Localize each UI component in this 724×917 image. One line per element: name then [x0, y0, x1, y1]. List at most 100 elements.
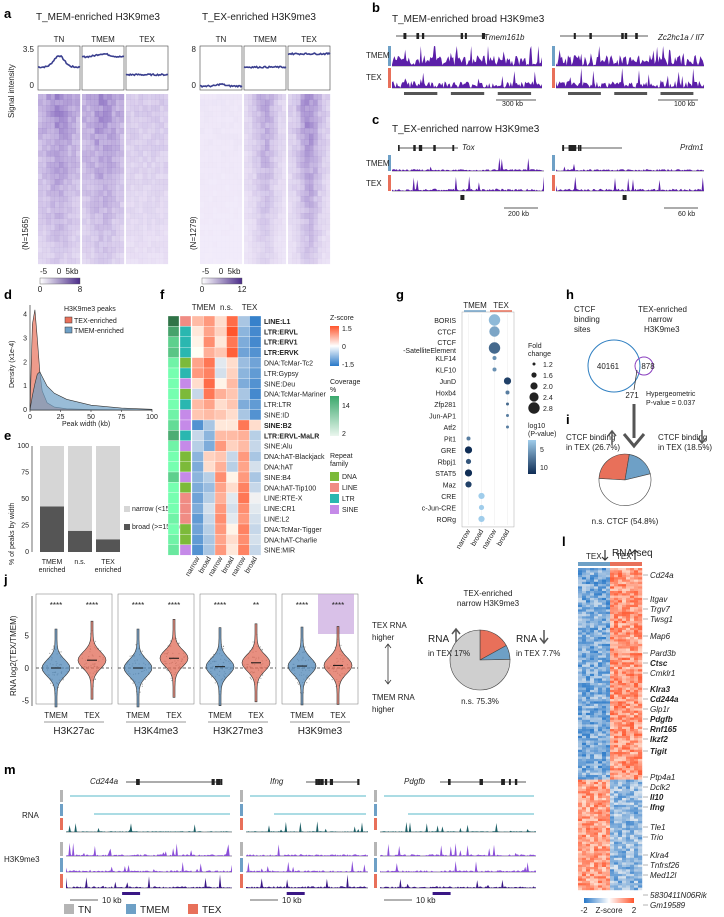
- panel-a-left-heatmap-cell: [119, 162, 125, 168]
- panel-a-right-heatmap-cell: [204, 224, 208, 230]
- panel-l-cell: [586, 717, 591, 720]
- panel-l-cell: [634, 639, 639, 642]
- panel-l-cell: [594, 572, 599, 576]
- panel-l-cell: [614, 758, 619, 762]
- panel-a-left-heatmap-cell: [50, 150, 55, 157]
- panel-a-left-heatmap-cell: [159, 241, 164, 248]
- panel-a-right-heatmap-cell: [225, 258, 229, 264]
- panel-a-left-heatmap-cell: [38, 156, 43, 163]
- panel-a-left-heatmap-cell: [94, 145, 99, 151]
- panel-l-cell: [618, 671, 623, 674]
- panel-l-cell: [638, 655, 643, 658]
- panel-a-right-heatmap-cell: [244, 207, 249, 214]
- panel-l-cell: [614, 719, 619, 723]
- panel-a-right-heatmap-cell: [221, 202, 225, 208]
- panel-l-cell: [594, 639, 599, 642]
- panel-a-right-heatmap-cell: [221, 241, 225, 247]
- panel-a-right-heatmap-cell: [225, 156, 230, 163]
- panel-a-left-heatmap-cell: [163, 173, 169, 180]
- panel-l-cell: [610, 747, 615, 750]
- panel-l-cell: [598, 770, 603, 773]
- panel-l-cell: [634, 841, 639, 845]
- panel-a-left-heatmap-cell: [103, 230, 108, 236]
- panel-l-cell: [582, 844, 587, 847]
- panel-a-left-heatmap-cell: [155, 218, 160, 225]
- panel-l-cell: [630, 648, 635, 651]
- panel-a-right-heatmap-cell: [265, 201, 270, 208]
- panel-a-right-heatmap-cell: [321, 252, 326, 259]
- panel-l-cell: [622, 740, 627, 743]
- panel-j-point: [171, 679, 173, 682]
- panel-i-up-b: in TEX (26.7%): [566, 443, 620, 452]
- panel-l-cell: [630, 574, 635, 578]
- panel-l-cell: [622, 724, 627, 727]
- panel-a-left-heatmap-cell: [107, 258, 112, 265]
- panel-l-cell: [586, 781, 591, 785]
- panel-l-cell: [590, 639, 595, 642]
- panel-l-cell: [630, 742, 635, 746]
- panel-l-cell: [606, 650, 611, 654]
- panel-l-cell: [610, 574, 615, 578]
- panel-l-cell: [594, 653, 599, 656]
- panel-a-left-heatmap-cell: [111, 105, 116, 112]
- panel-f-cell-3-3: [226, 347, 239, 358]
- panel-a-right-heatmap-cell: [277, 247, 282, 253]
- panel-a-right-heatmap-cell: [265, 235, 270, 242]
- panel-l-cell: [586, 620, 591, 624]
- panel-a-left-heatmap-cell: [75, 99, 81, 106]
- panel-l-cell: [598, 857, 603, 861]
- panel-l-cell: [590, 579, 595, 582]
- panel-l-cell: [598, 648, 603, 651]
- panel-a-left-heatmap-cell: [75, 94, 81, 100]
- panel-j-point: [250, 678, 253, 680]
- panel-l-cell: [622, 726, 627, 730]
- panel-b-track-tex: TEX: [366, 73, 382, 82]
- panel-l-cell: [614, 795, 619, 799]
- panel-a-right-heatmap-cell: [244, 179, 249, 185]
- panel-l-cell: [622, 632, 627, 635]
- panel-c-track-tex-0: [392, 176, 544, 191]
- panel-j-point: [260, 677, 262, 679]
- panel-a-right-heatmap-cell: [217, 139, 221, 145]
- panel-f-row-11: LTR:ERVL-MaLR: [264, 433, 319, 440]
- panel-a-left-heatmap-cell: [107, 122, 112, 129]
- panel-l-cell: [590, 742, 595, 746]
- panel-f-family-21: [179, 534, 192, 545]
- panel-a-right-heatmap-cell: [300, 207, 305, 214]
- panel-l-cell: [598, 683, 603, 686]
- panel-a-right-heatmap-cell: [225, 207, 229, 213]
- panel-l-cell: [626, 646, 631, 649]
- panel-l-cell: [638, 632, 643, 635]
- panel-l-cell: [590, 664, 595, 668]
- panel-l-cell: [626, 706, 631, 709]
- panel-l-cell: [634, 618, 639, 622]
- panel-a-left-heatmap-cell: [107, 167, 112, 174]
- panel-a-right-heatmap-cell: [221, 247, 225, 253]
- panel-l-cell: [618, 669, 623, 672]
- panel-a-right-heatmap-cell: [265, 190, 270, 197]
- panel-j-point: [129, 655, 131, 657]
- panel-l-cell: [634, 850, 639, 854]
- panel-a-right-heatmap-cell: [309, 196, 314, 202]
- panel-l-cell: [618, 781, 623, 785]
- panel-f-coverage-tick-1: 2: [342, 431, 346, 438]
- panel-l-cell: [594, 657, 599, 661]
- panel-l-cell: [602, 701, 607, 704]
- panel-a-left-heatmap-cell: [155, 99, 160, 106]
- panel-g-dot-13: [464, 469, 473, 477]
- panel-l-cell: [626, 752, 631, 755]
- panel-a-right-heatmap-cell: [200, 207, 204, 213]
- panel-f-cell-1-4: [237, 326, 250, 337]
- panel-a-left-heatmap-cell: [63, 116, 68, 123]
- panel-a-right-heatmap-cell: [304, 128, 310, 134]
- panel-l-cell: [638, 574, 643, 578]
- panel-l-cell: [586, 593, 591, 596]
- panel-a-left-heatmap-cell: [151, 128, 156, 134]
- panel-l-cell: [586, 761, 591, 764]
- panel-l-cell: [602, 685, 607, 688]
- panel-a-left-heatmap-cell: [59, 247, 64, 253]
- panel-l-cell: [590, 666, 595, 670]
- panel-a-left-heatmap-cell: [126, 241, 131, 248]
- panel-a-left-heatmap-cell: [107, 241, 112, 248]
- panel-f-cell-10-0: [191, 419, 204, 431]
